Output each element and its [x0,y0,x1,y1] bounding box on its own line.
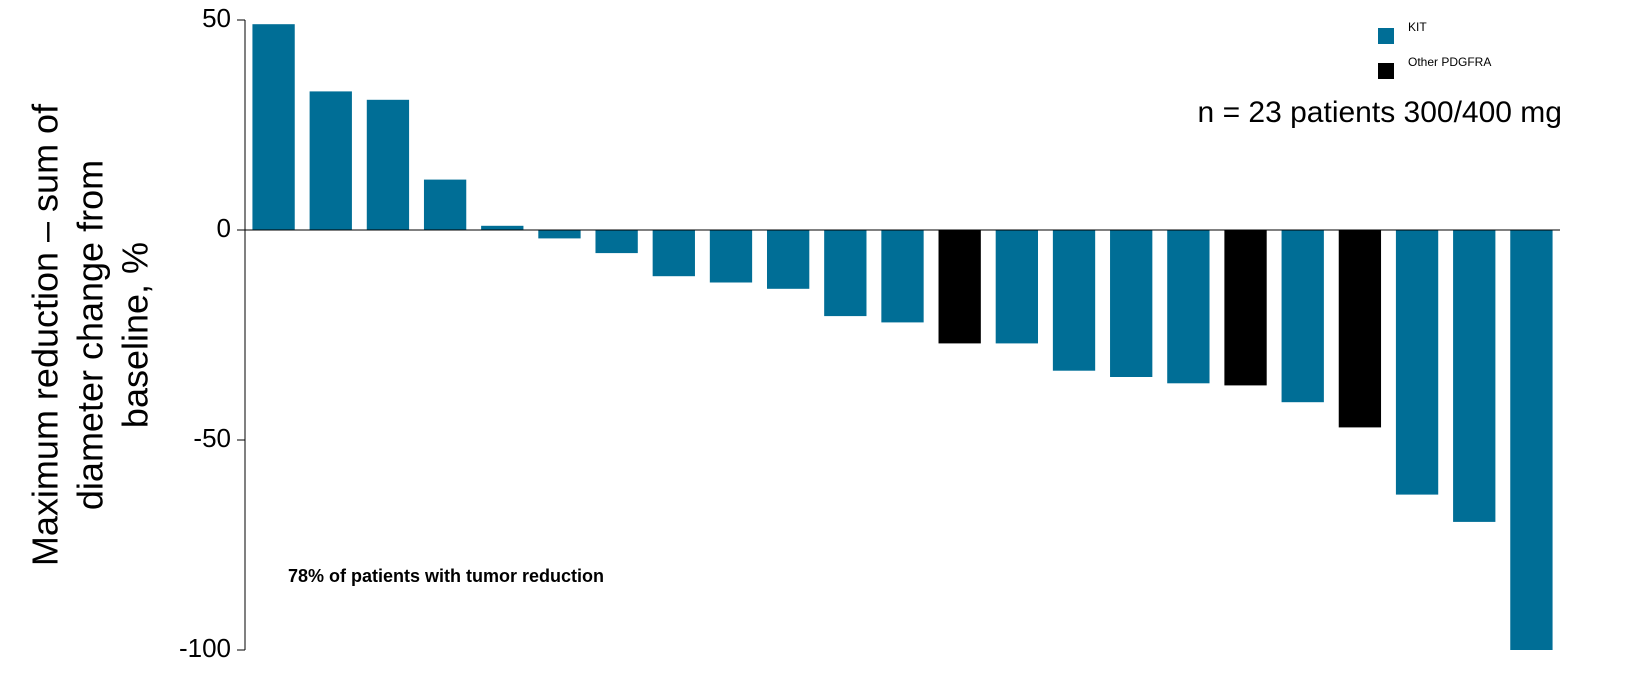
legend-swatch [1378,28,1394,44]
bar [1110,230,1153,377]
bar [652,230,695,277]
bar [481,225,524,230]
bar [423,179,467,230]
bar [1510,230,1553,650]
y-axis-label: baseline, % [115,242,156,428]
bar [881,230,924,323]
bar [538,230,581,239]
legend-label: KIT [1408,20,1427,34]
bar [595,230,638,254]
y-axis-label: Maximum reduction – sum of [25,103,66,566]
annotation: 78% of patients with tumor reduction [288,566,604,586]
y-axis-label: diameter change from [70,160,111,510]
y-tick-label: 0 [217,213,231,243]
bar [1453,230,1496,522]
bar [995,230,1039,344]
bar [309,91,352,231]
bar [1338,230,1382,428]
bar [1224,230,1267,386]
y-tick-label: -100 [179,633,231,663]
legend-swatch [1378,63,1394,79]
bar [252,24,295,231]
bar [1167,230,1210,384]
y-tick-label: -50 [193,423,231,453]
bar [824,230,867,317]
legend-label: Other PDGFRA [1408,55,1491,69]
bar [766,230,810,289]
bar [366,99,410,230]
bar [1395,230,1439,495]
bar [938,230,981,344]
bar [709,230,753,283]
y-tick-label: 50 [202,3,231,33]
bar [1052,230,1096,371]
annotation: n = 23 patients 300/400 mg [1198,96,1562,129]
bar [1281,230,1324,403]
